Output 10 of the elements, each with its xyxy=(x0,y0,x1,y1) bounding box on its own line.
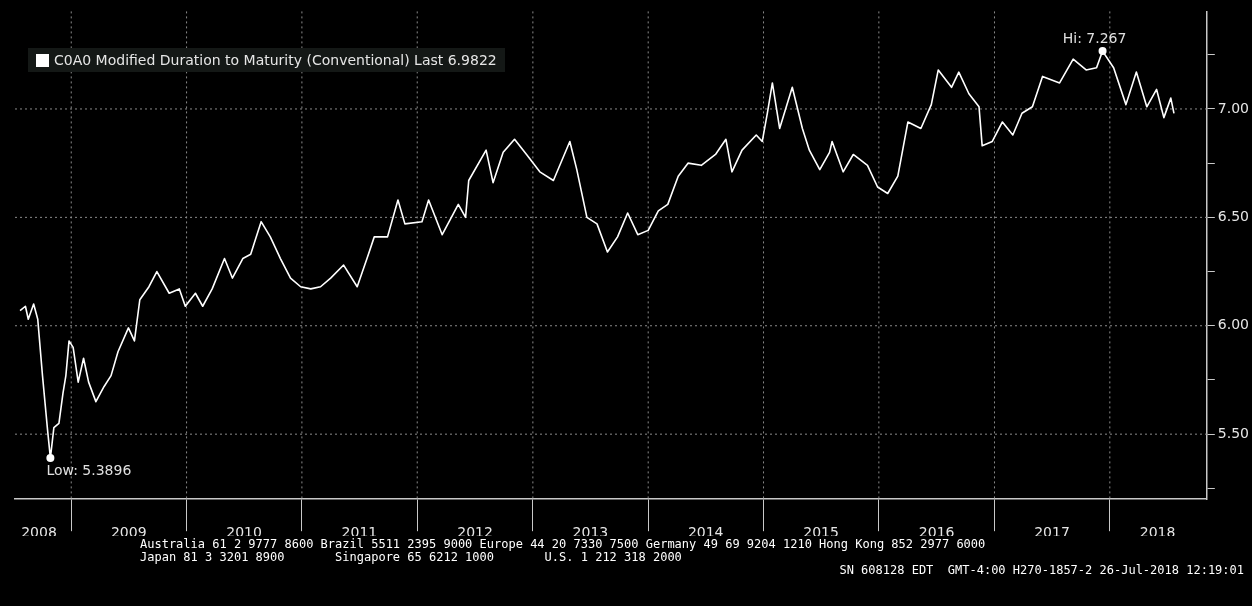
annotation: Hi: 7.267 xyxy=(1062,29,1127,46)
y-tick-label: 6.00 xyxy=(1217,316,1249,333)
text: Australia 61 2 9777 8600 Brazil 5511 2395 9000 Europe 44 20 7330 7500 Germany 49 69 9204 1210 Hong Kong 852 2977 6000 xyxy=(140,537,986,551)
y-tick-label: 5.50 xyxy=(1217,424,1249,441)
text: SN 608128 EDT GMT-4:00 H270-1857-2 26-Jul-2018 12:19:01 xyxy=(838,563,1244,577)
y-tick-label: 7.00 xyxy=(1217,99,1249,116)
legend-label: C0A0 Modified Duration to Maturity (Conventional) Last 6.9822 xyxy=(54,52,497,68)
annotation: Low: 5.3896 xyxy=(46,461,132,478)
y-tick-label: 6.50 xyxy=(1217,208,1249,224)
text: Japan 81 3 3201 8900 Singapore 65 6212 1000 U.S. 1 212 318 2000 xyxy=(140,550,682,564)
